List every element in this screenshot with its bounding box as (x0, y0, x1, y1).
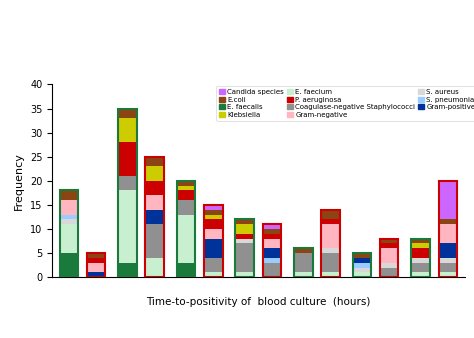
Bar (321, 210, 340, 219)
Bar (87, 258, 105, 263)
Bar (204, 205, 223, 277)
Bar (321, 219, 340, 224)
Bar (294, 248, 312, 277)
Bar (118, 108, 137, 118)
Bar (263, 263, 281, 277)
Bar (146, 157, 164, 277)
Bar (236, 219, 254, 277)
Bar (380, 263, 399, 268)
Bar (146, 166, 164, 181)
Bar (177, 191, 195, 200)
Bar (411, 258, 430, 263)
Bar (380, 243, 399, 248)
Bar (87, 253, 105, 277)
Bar (438, 243, 457, 258)
Bar (263, 224, 281, 229)
Bar (236, 243, 254, 272)
Bar (353, 268, 371, 272)
Bar (60, 200, 78, 215)
Bar (353, 258, 371, 263)
Bar (146, 195, 164, 210)
Bar (353, 263, 371, 268)
Bar (438, 258, 457, 263)
Bar (411, 272, 430, 277)
Bar (60, 224, 78, 253)
Bar (204, 258, 223, 272)
Bar (118, 118, 137, 142)
Bar (146, 181, 164, 195)
Bar (294, 248, 312, 253)
X-axis label: Time-to-positivity of  blood culture  (hours): Time-to-positivity of blood culture (hou… (146, 297, 371, 307)
Bar (204, 205, 223, 210)
Bar (177, 215, 195, 263)
Y-axis label: Frequency: Frequency (14, 152, 24, 210)
Bar (118, 176, 137, 191)
Bar (321, 210, 340, 277)
Bar (204, 239, 223, 258)
Bar (118, 263, 137, 277)
Bar (411, 239, 430, 243)
Bar (411, 263, 430, 272)
Bar (263, 239, 281, 248)
Bar (438, 272, 457, 277)
Bar (294, 253, 312, 272)
Bar (438, 263, 457, 272)
Bar (60, 215, 78, 219)
Bar (263, 234, 281, 239)
Bar (177, 186, 195, 191)
Bar (204, 210, 223, 215)
Bar (204, 215, 223, 219)
Bar (60, 219, 78, 224)
Bar (438, 181, 457, 219)
Bar (236, 239, 254, 243)
Bar (60, 253, 78, 277)
Bar (438, 224, 457, 243)
Bar (353, 253, 371, 258)
Bar (438, 219, 457, 224)
Bar (204, 219, 223, 229)
Bar (353, 272, 371, 277)
Bar (380, 268, 399, 277)
Bar (353, 253, 371, 277)
Bar (146, 224, 164, 258)
Bar (263, 224, 281, 277)
Bar (321, 253, 340, 272)
Bar (380, 248, 399, 263)
Bar (236, 272, 254, 277)
Bar (321, 248, 340, 253)
Bar (380, 239, 399, 277)
Bar (177, 181, 195, 186)
Bar (87, 272, 105, 277)
Bar (204, 272, 223, 277)
Bar (87, 263, 105, 272)
Bar (60, 191, 78, 200)
Bar (236, 224, 254, 234)
Bar (263, 248, 281, 258)
Legend: Candida species, E.coli, E. faecalis, Klebsiella, E. faecium, P. aeruginosa, Coa: Candida species, E.coli, E. faecalis, Kl… (216, 86, 474, 121)
Bar (263, 258, 281, 263)
Bar (411, 239, 430, 277)
Bar (60, 191, 78, 277)
Bar (380, 239, 399, 243)
Bar (177, 181, 195, 277)
Bar (146, 157, 164, 166)
Bar (236, 219, 254, 224)
Bar (204, 229, 223, 239)
Bar (411, 248, 430, 258)
Bar (438, 181, 457, 277)
Bar (321, 272, 340, 277)
Bar (146, 210, 164, 224)
Bar (177, 200, 195, 215)
Bar (118, 108, 137, 277)
Bar (321, 224, 340, 248)
Bar (118, 142, 137, 176)
Bar (411, 243, 430, 248)
Bar (177, 263, 195, 277)
Bar (263, 229, 281, 234)
Bar (146, 258, 164, 277)
Bar (87, 253, 105, 258)
Bar (236, 234, 254, 239)
Bar (294, 272, 312, 277)
Bar (118, 191, 137, 263)
